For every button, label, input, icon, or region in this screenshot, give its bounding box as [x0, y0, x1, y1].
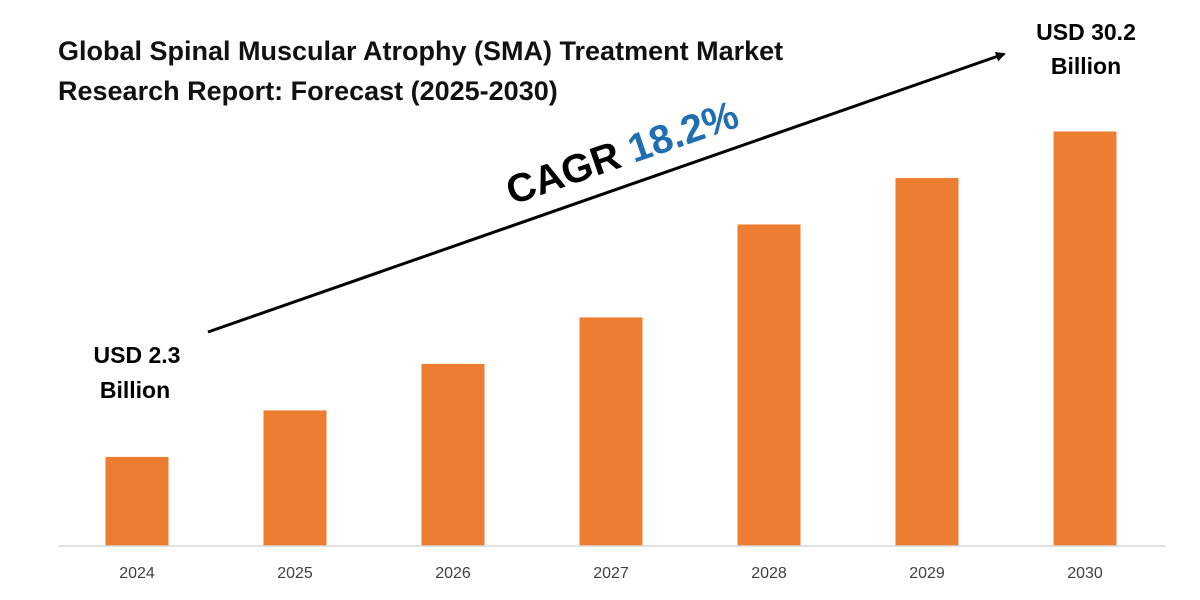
x-tick-label-2027: 2027: [593, 565, 629, 582]
end-value-label-line-2: Billion: [1051, 53, 1121, 79]
growth-trend-arrow: [207, 51, 1006, 334]
cagr-value: 18.2%: [622, 93, 744, 172]
bar-2027: [579, 317, 643, 546]
bar-2024: [105, 456, 169, 546]
bar-2025: [263, 410, 327, 546]
end-value-label-line-1: USD 30.2: [1036, 19, 1136, 45]
cagr-prefix: CAGR: [501, 134, 627, 214]
x-tick-label-2026: 2026: [435, 565, 471, 582]
bar-2029: [895, 177, 959, 546]
bar-2030: [1053, 131, 1117, 546]
x-axis-ticks: 2024 2025 2026 2027 2028 2029 2030: [119, 565, 1103, 582]
x-tick-label-2028: 2028: [751, 565, 787, 582]
chart-title-line-2: Research Report: Forecast (2025-2030): [58, 76, 558, 106]
start-value-label-line-1: USD 2.3: [94, 342, 181, 368]
x-tick-label-2030: 2030: [1067, 565, 1103, 582]
cagr-annotation: CAGR 18.2%: [501, 93, 744, 213]
bar-series: [105, 131, 1117, 546]
start-value-label-line-2: Billion: [100, 377, 170, 403]
chart-title-line-1: Global Spinal Muscular Atrophy (SMA) Tre…: [58, 36, 783, 66]
x-tick-label-2029: 2029: [909, 565, 945, 582]
bar-2028: [737, 224, 801, 546]
bar-2026: [421, 363, 485, 546]
x-tick-label-2025: 2025: [277, 565, 313, 582]
x-tick-label-2024: 2024: [119, 565, 155, 582]
